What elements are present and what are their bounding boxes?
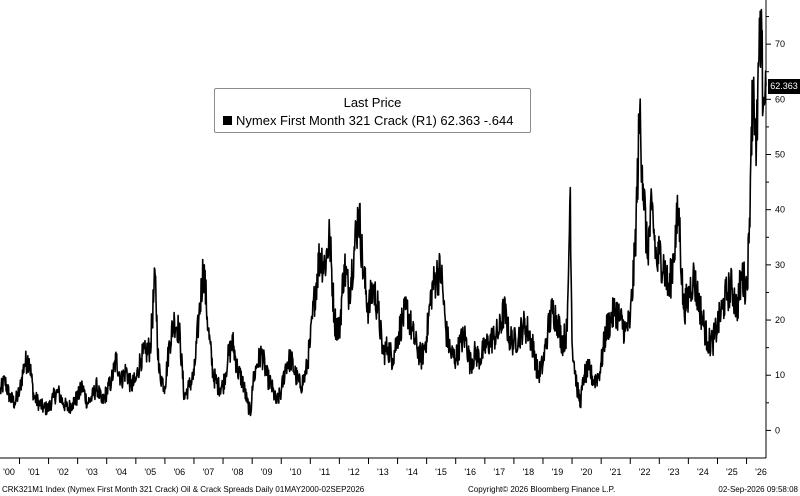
x-tick-label: '25 (726, 467, 738, 477)
x-tick-label: '08 (232, 467, 244, 477)
x-axis: '00 '01 '02 '03 '04 '05 '06 '07 '08 '09 '10 '11 '12 '… (0, 457, 767, 477)
x-tick-label: '05 (144, 467, 156, 477)
footer-timestamp: 02-Sep-2026 09:58:08 (718, 485, 798, 494)
y-axis: 0 10 20 30 40 50 60 70 (765, 0, 785, 458)
x-tick-label: '19 (552, 467, 564, 477)
x-tick-label: '06 (173, 467, 185, 477)
x-tick-label: '10 (290, 467, 302, 477)
x-tick-label: '17 (493, 467, 505, 477)
x-tick-label: '09 (261, 467, 273, 477)
x-tick-label: '00 (3, 467, 15, 477)
x-tick-label: '04 (115, 467, 127, 477)
y-tick-label: 10 (775, 370, 785, 380)
y-tick-label: 70 (775, 39, 785, 49)
x-tick-label: '14 (406, 467, 418, 477)
x-tick-label: '01 (28, 467, 40, 477)
y-tick-label: 40 (775, 205, 785, 215)
footer-source: CRK321M1 Index (Nymex First Month 321 Cr… (2, 485, 365, 494)
price-series-line (0, 8, 767, 417)
x-tick-label: '02 (57, 467, 69, 477)
x-tick-label: '26 (755, 467, 767, 477)
y-tick-label: 50 (775, 150, 785, 160)
x-tick-label: '18 (522, 467, 534, 477)
y-tick-label: 0 (775, 425, 780, 435)
legend-title: Last Price (343, 95, 402, 110)
x-tick-label: '23 (668, 467, 680, 477)
x-tick-label: '07 (203, 467, 215, 477)
x-tick-label: '20 (581, 467, 593, 477)
x-tick-label: '13 (377, 467, 389, 477)
x-tick-label: '12 (348, 467, 360, 477)
y-tick-label: 20 (775, 315, 785, 325)
x-tick-label: '11 (319, 467, 330, 477)
last-value-tag: 62.363 (768, 78, 800, 94)
y-tick-label: 30 (775, 260, 785, 270)
y-tick-label: 60 (775, 94, 785, 104)
x-tick-label: '22 (639, 467, 651, 477)
x-tick-label: '03 (86, 467, 98, 477)
legend-box: Last Price Nymex First Month 321 Crack (… (214, 88, 531, 133)
legend-entry-label: Nymex First Month 321 Crack (R1) 62.363 … (236, 113, 514, 128)
legend-swatch (223, 116, 232, 125)
x-tick-label: '15 (435, 467, 447, 477)
legend-entry: Nymex First Month 321 Crack (R1) 62.363 … (223, 113, 513, 128)
footer-copyright: Copyright© 2026 Bloomberg Finance L.P. (468, 485, 616, 494)
x-tick-label: '16 (464, 467, 476, 477)
x-tick-label: '24 (697, 467, 709, 477)
x-tick-label: '21 (610, 467, 622, 477)
